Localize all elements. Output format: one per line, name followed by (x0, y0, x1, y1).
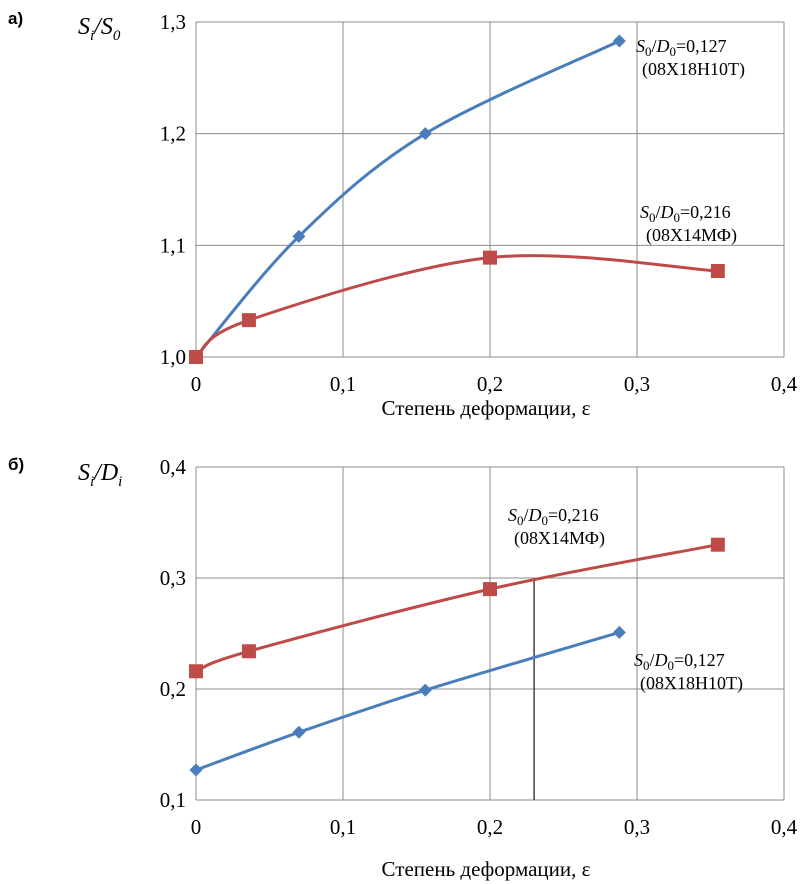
x-tick-label: 0,2 (477, 372, 503, 396)
data-point-square (710, 537, 725, 552)
data-point-square (483, 582, 497, 597)
data-point-diamond (292, 725, 306, 739)
series-annotation-line2: (08Х18Н10Т) (642, 59, 745, 80)
data-point-diamond (292, 229, 306, 243)
panel-a-x-axis-label: Степень деформации, ε (382, 396, 591, 420)
y-tick-label: 1,3 (160, 10, 186, 34)
data-point-square (241, 313, 256, 328)
data-point-square (241, 644, 256, 659)
x-tick-label: 0,1 (330, 815, 356, 839)
x-tick-label: 0,4 (771, 815, 798, 839)
x-tick-label: 0 (191, 372, 202, 396)
data-point-diamond (418, 127, 432, 141)
panel-b-x-axis-label: Степень деформации, ε (382, 857, 591, 881)
series-annotation-line1: S0/D0=0,216 (508, 505, 599, 528)
data-point-square (483, 250, 497, 265)
y-tick-label: 0,3 (160, 566, 186, 590)
data-point-square (189, 664, 203, 679)
series-line (195, 543, 719, 673)
x-tick-label: 0,3 (624, 815, 650, 839)
panel-a-letter: а) (8, 9, 23, 28)
series-annotation-line1: S0/D0=0,216 (640, 202, 731, 225)
data-point-square (189, 350, 203, 364)
series-line (195, 630, 620, 772)
series-line (195, 254, 718, 359)
panel-b-y-axis-label: Si/Di (78, 460, 122, 490)
series-annotation-line2: (08Х14МФ) (646, 225, 737, 246)
series-annotation-line2: (08Х14МФ) (514, 528, 605, 549)
y-tick-label: 1,0 (160, 345, 186, 369)
data-point-diamond (189, 763, 203, 777)
series-line (194, 39, 621, 358)
x-tick-label: 0,4 (771, 372, 798, 396)
x-tick-label: 0,2 (477, 815, 503, 839)
data-point-square (710, 264, 725, 279)
series-annotation-line2: (08Х18Н10Т) (640, 673, 743, 694)
y-tick-label: 1,2 (160, 122, 186, 146)
x-tick-label: 0 (191, 815, 202, 839)
data-point-diamond (612, 34, 626, 48)
data-point-diamond (612, 625, 626, 639)
panel-a-y-axis-label: Si/S0 (78, 14, 121, 44)
chart-panel-b: б) Si/Di 0 0,1 0,2 0,3 0,40,10,20,30,4 S0/D0… (8, 455, 798, 881)
y-tick-label: 0,2 (160, 677, 186, 701)
x-tick-label: 0,1 (330, 372, 356, 396)
x-tick-label: 0,3 (624, 372, 650, 396)
panel-b-letter: б) (8, 455, 24, 474)
y-tick-label: 0,1 (160, 788, 186, 812)
series-annotation-line1: S0/D0=0,127 (634, 650, 725, 673)
chart-panel-a: а) Si/S0 0 0,1 0,2 0,3 0,4 1,0 1,1 1,2 1,3 S0/D0… (8, 9, 798, 420)
series-annotation-line1: S0/D0=0,127 (636, 36, 727, 59)
data-point-diamond (418, 683, 432, 697)
y-tick-label: 0,4 (160, 455, 187, 479)
y-tick-label: 1,1 (160, 233, 186, 257)
